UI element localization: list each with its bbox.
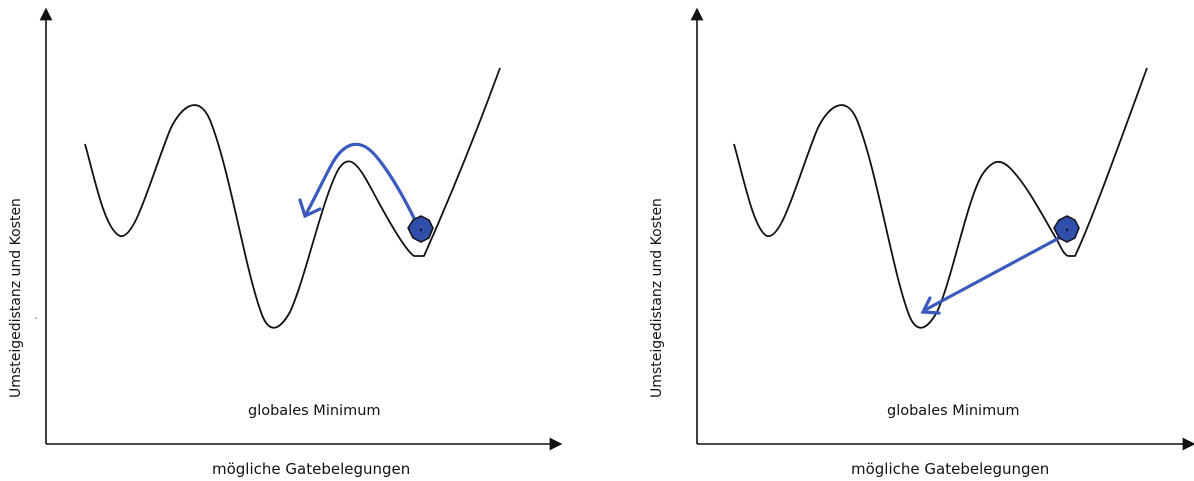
escape-attempt-arrowhead (298, 198, 322, 219)
panel-local-search: Umsteigedistanz und Kosten globales Mini… (8, 7, 563, 478)
global-minimum-label: globales Minimum (887, 403, 1020, 419)
jump-arrowhead (920, 296, 941, 315)
y-axis-label: Umsteigedistanz und Kosten (649, 198, 665, 398)
escape-attempt-arrow (304, 142, 416, 220)
cost-curve (84, 67, 501, 329)
global-minimum-label: globales Minimum (248, 403, 381, 419)
panel-global-jump: Umsteigedistanz und Kosten globales Mini… (597, 0, 1194, 481)
diagram-global-jump (690, 7, 1194, 451)
x-axis-label: mögliche Gatebelegungen (851, 460, 1050, 478)
y-axis-label: Umsteigedistanz und Kosten (8, 198, 24, 398)
x-axis-label: mögliche Gatebelegungen (212, 460, 411, 478)
diagram-local-search (35, 7, 563, 451)
jump-arrow (923, 236, 1061, 312)
cost-curve (733, 67, 1148, 329)
